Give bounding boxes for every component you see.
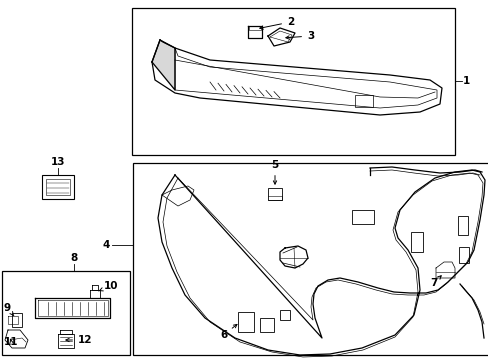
Bar bbox=[42, 175, 74, 199]
Bar bbox=[351, 210, 373, 224]
Bar bbox=[2, 271, 130, 355]
Bar bbox=[354, 95, 372, 107]
Text: 2: 2 bbox=[259, 17, 294, 29]
Text: 11: 11 bbox=[4, 337, 19, 347]
Text: 9: 9 bbox=[4, 303, 14, 316]
Bar bbox=[410, 232, 422, 252]
Text: 12: 12 bbox=[66, 335, 92, 345]
Polygon shape bbox=[152, 40, 175, 90]
Bar bbox=[457, 216, 467, 235]
Text: 4: 4 bbox=[102, 240, 110, 250]
Text: 5: 5 bbox=[271, 160, 278, 184]
Text: 1: 1 bbox=[462, 76, 469, 86]
Bar bbox=[280, 310, 289, 320]
Bar bbox=[46, 179, 70, 195]
Bar bbox=[458, 247, 468, 263]
Text: 8: 8 bbox=[70, 253, 78, 263]
Bar bbox=[132, 8, 454, 155]
Text: 13: 13 bbox=[51, 157, 65, 167]
Bar bbox=[133, 163, 488, 355]
Bar bbox=[238, 312, 253, 332]
Text: 3: 3 bbox=[285, 31, 314, 41]
Text: 7: 7 bbox=[429, 276, 440, 288]
Text: 10: 10 bbox=[99, 281, 118, 291]
Text: 6: 6 bbox=[220, 324, 237, 340]
Bar bbox=[12, 313, 22, 327]
Bar bbox=[260, 318, 273, 332]
Bar bbox=[267, 188, 282, 200]
